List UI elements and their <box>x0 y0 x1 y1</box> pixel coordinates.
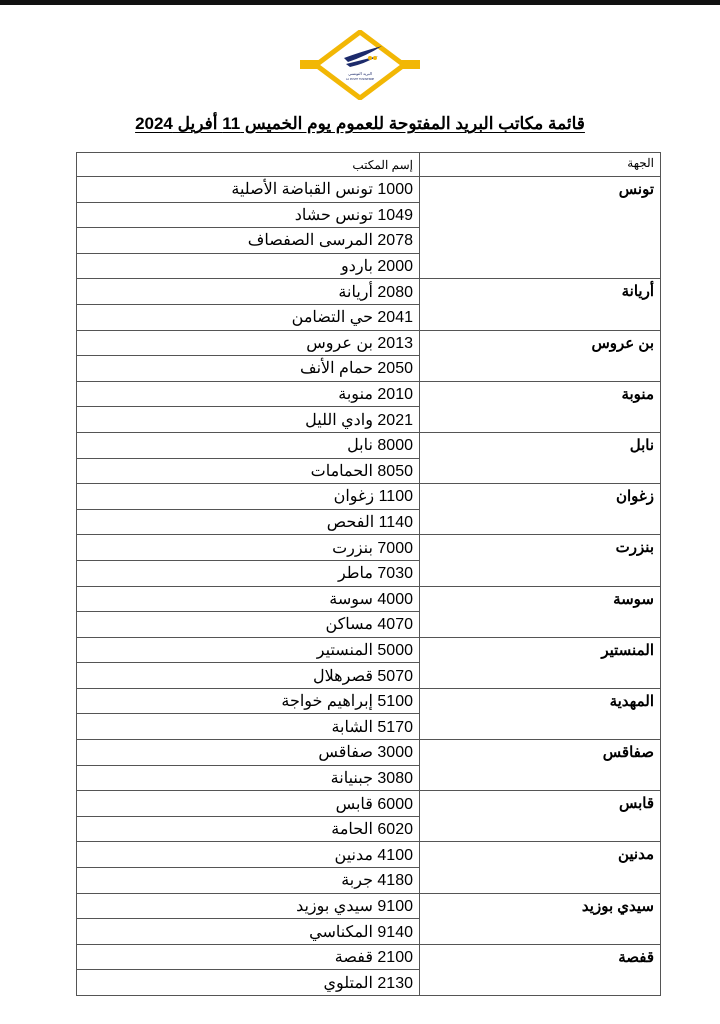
office-cell: 8050 الحمامات <box>76 457 420 485</box>
la-poste-tunisienne-logo: البريد التونسي LA POSTE TUNISIENNE <box>300 30 420 100</box>
table-row: 5170 الشابة <box>76 713 661 741</box>
office-cell: 2130 المتلوي <box>76 969 420 996</box>
office-cell: 2050 حمام الأنف <box>76 355 420 382</box>
table-row: 2078 المرسى الصفصاف <box>76 227 661 254</box>
table-row: 2130 المتلوي <box>76 969 661 996</box>
table-row: المهدية 5100 إبراهيم خواجة <box>76 687 661 741</box>
table-header-row: الجهة إسم المكتب <box>76 152 661 177</box>
office-cell: 2080 أريانة <box>76 278 420 305</box>
table-row: نابل 8000 نابل <box>76 431 661 485</box>
office-cell: 9140 المكناسي <box>76 918 420 945</box>
top-bar <box>0 0 720 5</box>
region-cell: بن عروس <box>419 329 661 382</box>
table-row: 1049 تونس حشاد <box>76 201 661 229</box>
office-cell: 5170 الشابة <box>76 713 420 741</box>
region-cell: سوسة <box>419 585 661 638</box>
office-cell: 1140 الفحص <box>76 508 420 536</box>
table-row: المنستير 5000 المنستير <box>76 636 661 689</box>
region-cell: نابل <box>419 431 661 485</box>
header-region: الجهة <box>419 152 661 177</box>
table-row: سوسة 4000 سوسة <box>76 585 661 638</box>
table-row: منوبة 2010 منوبة <box>76 380 661 433</box>
table-row: بن عروس 2013 بن عروس <box>76 329 661 382</box>
office-cell: 5070 قصرهلال <box>76 662 420 689</box>
region-cell: قفصة <box>419 943 661 997</box>
table-row: تونس 1000 تونس القباضة الأصلية <box>76 175 661 280</box>
table-row: 2050 حمام الأنف <box>76 355 661 382</box>
region-cell: زغوان <box>419 483 661 536</box>
table-row: 2041 حي التضامن <box>76 303 661 331</box>
post-offices-table: الجهة إسم المكتب تونس 1000 تونس القباضة ا… <box>76 152 661 997</box>
table-row: 8050 الحمامات <box>76 457 661 485</box>
table-row: 3080 جبنيانة <box>76 764 661 792</box>
table-row: زغوان 1100 زغوان <box>76 483 661 536</box>
office-cell: 1049 تونس حشاد <box>76 201 420 229</box>
office-cell: 6020 الحامة <box>76 815 420 843</box>
office-cell: 4180 جربة <box>76 867 420 894</box>
region-cell: قابس <box>419 790 661 843</box>
region-cell: المنستير <box>419 636 661 689</box>
office-cell: 2021 وادي الليل <box>76 406 420 433</box>
office-cell: 5100 إبراهيم خواجة <box>76 687 420 715</box>
region-cell: مدنين <box>419 841 661 894</box>
region-cell: منوبة <box>419 380 661 433</box>
office-cell: 1000 تونس القباضة الأصلية <box>76 176 420 203</box>
office-cell: 3000 صفاقس <box>76 739 420 766</box>
office-cell: 2078 المرسى الصفصاف <box>76 227 420 254</box>
region-cell: المهدية <box>419 687 661 741</box>
region-cell: تونس <box>419 175 661 280</box>
office-cell: 7030 ماطر <box>76 559 420 587</box>
office-cell: 5000 المنستير <box>76 636 420 664</box>
region-cell: بنزرت <box>419 534 661 587</box>
office-cell: 4070 مساكن <box>76 611 420 638</box>
table-row: صفاقس 3000 صفاقس <box>76 739 661 792</box>
table-row: مدنين 4100 مدنين <box>76 841 661 894</box>
office-cell: 8000 نابل <box>76 431 420 459</box>
office-cell: 4000 سوسة <box>76 585 420 613</box>
region-cell: سيدي بوزيد <box>419 892 661 945</box>
table-row: أريانة 2080 أريانة <box>76 278 661 331</box>
table-row: 6020 الحامة <box>76 815 661 843</box>
office-cell: 3080 جبنيانة <box>76 764 420 792</box>
table-row: 1140 الفحص <box>76 508 661 536</box>
office-cell: 9100 سيدي بوزيد <box>76 892 420 920</box>
office-cell: 2100 قفصة <box>76 943 420 971</box>
table-row: 9140 المكناسي <box>76 918 661 945</box>
svg-text:LA POSTE TUNISIENNE: LA POSTE TUNISIENNE <box>346 77 375 81</box>
office-cell: 2010 منوبة <box>76 380 420 408</box>
office-cell: 2013 بن عروس <box>76 329 420 357</box>
header-office: إسم المكتب <box>76 152 420 177</box>
table-row: 7030 ماطر <box>76 559 661 587</box>
office-cell: 1100 زغوان <box>76 483 420 510</box>
office-cell: 4100 مدنين <box>76 841 420 869</box>
office-cell: 2000 باردو <box>76 252 420 280</box>
table-row: سيدي بوزيد 9100 سيدي بوزيد <box>76 892 661 945</box>
table-row: قفصة 2100 قفصة <box>76 943 661 997</box>
table-row: بنزرت 7000 بنزرت <box>76 534 661 587</box>
region-cell: أريانة <box>419 278 661 331</box>
region-cell: صفاقس <box>419 739 661 792</box>
svg-text:البريد التونسي: البريد التونسي <box>348 71 372 76</box>
office-cell: 7000 بنزرت <box>76 534 420 561</box>
table-row: قابس 6000 قابس <box>76 790 661 843</box>
page-title: قائمة مكاتب البريد المفتوحة للعموم يوم ا… <box>135 114 585 133</box>
office-cell: 2041 حي التضامن <box>76 303 420 331</box>
office-cell: 6000 قابس <box>76 790 420 817</box>
